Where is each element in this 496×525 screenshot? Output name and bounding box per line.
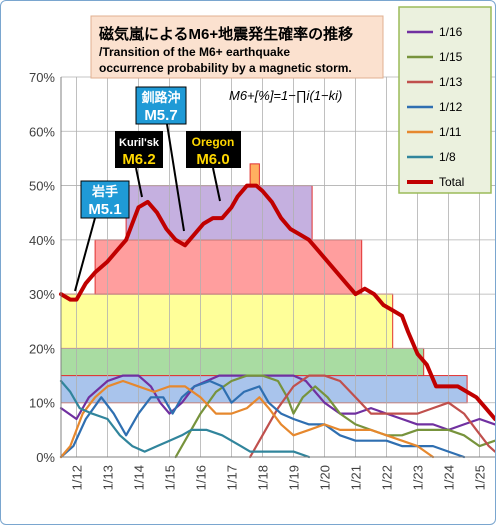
annotation-arrows bbox=[74, 123, 221, 292]
y-tick-label: 40% bbox=[29, 233, 55, 248]
formula: M6+[%]=1−∏i(1−ki) bbox=[229, 88, 342, 103]
arrow-kurilsk bbox=[135, 167, 143, 198]
annotation-kushiro: 釧路沖 M5.7 bbox=[135, 86, 187, 125]
probability-band bbox=[60, 347, 425, 377]
x-tick-label: 1/19 bbox=[287, 465, 302, 490]
series-line-1-12 bbox=[59, 379, 466, 459]
x-tick-label: 1/21 bbox=[349, 465, 364, 490]
probability-band bbox=[60, 375, 468, 404]
y-tick-label: 20% bbox=[29, 341, 55, 356]
probability-band bbox=[249, 163, 260, 187]
y-tick-label: 50% bbox=[29, 179, 55, 194]
title-box: 磁気嵐によるM6+地震発生確率の推移 /Transition of the M6… bbox=[90, 15, 384, 79]
arrow-kushiro bbox=[166, 123, 185, 232]
annotation-mag: M6.0 bbox=[196, 151, 229, 168]
arrow-oregon bbox=[212, 167, 221, 202]
x-tick-label: 1/25 bbox=[473, 465, 488, 490]
title-line3: occurrence probability by a magnetic sto… bbox=[99, 61, 352, 75]
annotation-place: Kuril'sk bbox=[119, 137, 160, 149]
annotation-kurilsk: Kuril'sk M6.2 bbox=[115, 131, 163, 168]
x-tick-label: 1/12 bbox=[70, 465, 85, 490]
title-line2: /Transition of the M6+ earthquake bbox=[99, 45, 290, 59]
annotation-mag: M6.2 bbox=[122, 151, 155, 168]
annotation-mag: M5.1 bbox=[88, 201, 121, 218]
series-line-1-8 bbox=[59, 379, 311, 459]
title-line1: 磁気嵐によるM6+地震発生確率の推移 bbox=[99, 25, 353, 43]
series-line-total bbox=[59, 183, 495, 421]
x-tick-label: 1/24 bbox=[442, 465, 457, 490]
annotation-place: 岩手 bbox=[91, 184, 118, 199]
legend-label: 1/12 bbox=[439, 100, 463, 114]
x-tick-label: 1/16 bbox=[194, 465, 209, 490]
series-line-1-16 bbox=[59, 374, 495, 431]
legend-label: Total bbox=[439, 175, 464, 189]
legend-label: 1/15 bbox=[439, 50, 463, 64]
y-tick-label: 70% bbox=[29, 70, 55, 85]
legend: 1/16 1/15 1/13 1/12 1/11 1/8 Total bbox=[398, 6, 492, 194]
y-tick-label: 0% bbox=[36, 450, 55, 465]
x-tick-label: 1/22 bbox=[380, 465, 395, 490]
x-tick-label: 1/20 bbox=[318, 465, 333, 490]
annotation-place: Oregon bbox=[192, 135, 235, 149]
x-tick-label: 1/14 bbox=[132, 465, 147, 490]
annotation-mag: M5.7 bbox=[144, 107, 177, 124]
annotation-place: 釧路沖 bbox=[141, 90, 180, 105]
legend-label: 1/11 bbox=[439, 125, 462, 139]
series-line-1-11 bbox=[59, 379, 435, 459]
x-tick-label: 1/15 bbox=[163, 465, 178, 490]
series-line-1-13 bbox=[249, 374, 495, 459]
x-tick-label: 1/18 bbox=[256, 465, 271, 490]
y-tick-label: 10% bbox=[29, 396, 55, 411]
y-tick-label: 30% bbox=[29, 287, 55, 302]
annotation-oregon: Oregon M6.0 bbox=[186, 131, 241, 168]
arrow-iwate bbox=[74, 217, 96, 292]
legend-label: 1/16 bbox=[439, 25, 463, 39]
legend-label: 1/13 bbox=[439, 75, 463, 89]
x-tick-label: 1/23 bbox=[411, 465, 426, 490]
legend-label: 1/8 bbox=[439, 150, 456, 164]
probability-band bbox=[94, 239, 363, 295]
series-line-1-15 bbox=[174, 374, 495, 459]
legend-items: 1/16 1/15 1/13 1/12 1/11 1/8 Total bbox=[407, 25, 464, 189]
y-tick-label: 60% bbox=[29, 124, 55, 139]
x-tick-label: 1/17 bbox=[225, 465, 240, 490]
x-tick-label: 1/13 bbox=[101, 465, 116, 490]
probability-band bbox=[60, 293, 394, 349]
series-lines bbox=[59, 183, 495, 459]
annotation-iwate: 岩手 M5.1 bbox=[80, 180, 130, 219]
axes: 0% 10% 20% 30% 40% 50% 60% 70% 1/12 1/13 1/14 1/15 1… bbox=[29, 70, 495, 490]
